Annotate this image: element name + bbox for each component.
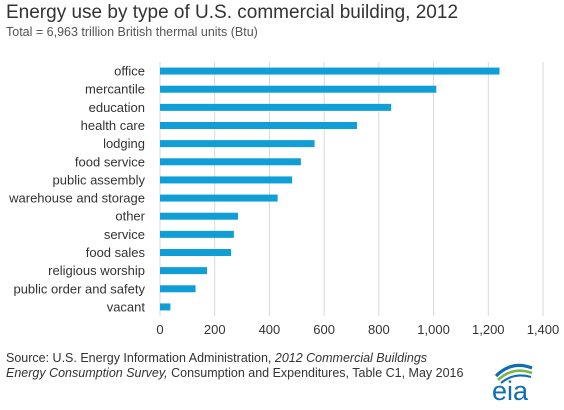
bar (160, 67, 500, 75)
bar (160, 230, 234, 238)
category-label: service (104, 227, 145, 242)
bar (160, 122, 357, 129)
bar-chart: 0 200 400 600 800 1,000 1,200 1,400 office mercan… (8, 62, 560, 337)
category-label: religious worship (48, 263, 145, 278)
bar (160, 267, 208, 275)
x-tick-label: 200 (204, 322, 226, 337)
bar (160, 249, 232, 256)
chart-title: Energy use by type of U.S. commercial bu… (6, 2, 459, 23)
category-label: food sales (86, 245, 146, 260)
x-tick-label: 800 (368, 322, 390, 337)
bar (160, 140, 315, 148)
logo-text: eia (492, 376, 529, 404)
bar (160, 194, 278, 202)
x-tick-label: 1,200 (472, 322, 505, 337)
bar (160, 158, 301, 166)
bar (160, 103, 392, 111)
category-label: mercantile (85, 82, 145, 97)
x-tick-label: 1,000 (417, 322, 450, 337)
category-label: vacant (107, 299, 146, 314)
x-tick-label: 0 (156, 322, 163, 337)
category-label: education (89, 100, 145, 115)
x-tick-label: 600 (313, 322, 335, 337)
category-label: other (115, 209, 145, 224)
source-survey-line-2: Energy Consumption Survey, (6, 366, 168, 380)
x-tick-label: 1,400 (527, 322, 560, 337)
bar (160, 85, 437, 93)
source-prefix: Source: U.S. Energy Information Administ… (6, 351, 275, 365)
sunburst-icon (494, 363, 533, 384)
source-survey-line-1: 2012 Commercial Buildings (274, 351, 428, 365)
category-label: health care (81, 118, 145, 133)
source-note: Source: U.S. Energy Information Administ… (6, 351, 476, 381)
category-label: office (114, 64, 145, 79)
chart-subtitle: Total = 6,963 trillion British thermal u… (6, 25, 258, 39)
eia-logo: eia (492, 363, 533, 404)
source-suffix: Consumption and Expenditures, Table C1, … (167, 366, 464, 380)
category-label: lodging (103, 136, 145, 151)
x-tick-label: 400 (259, 322, 281, 337)
category-label: food service (75, 154, 145, 169)
bar (160, 176, 293, 184)
category-label: public assembly (53, 172, 146, 187)
category-label: public order and safety (13, 281, 145, 296)
bar (160, 212, 238, 220)
bar (160, 303, 171, 311)
category-label: warehouse and storage (8, 191, 145, 206)
bar (160, 285, 196, 293)
